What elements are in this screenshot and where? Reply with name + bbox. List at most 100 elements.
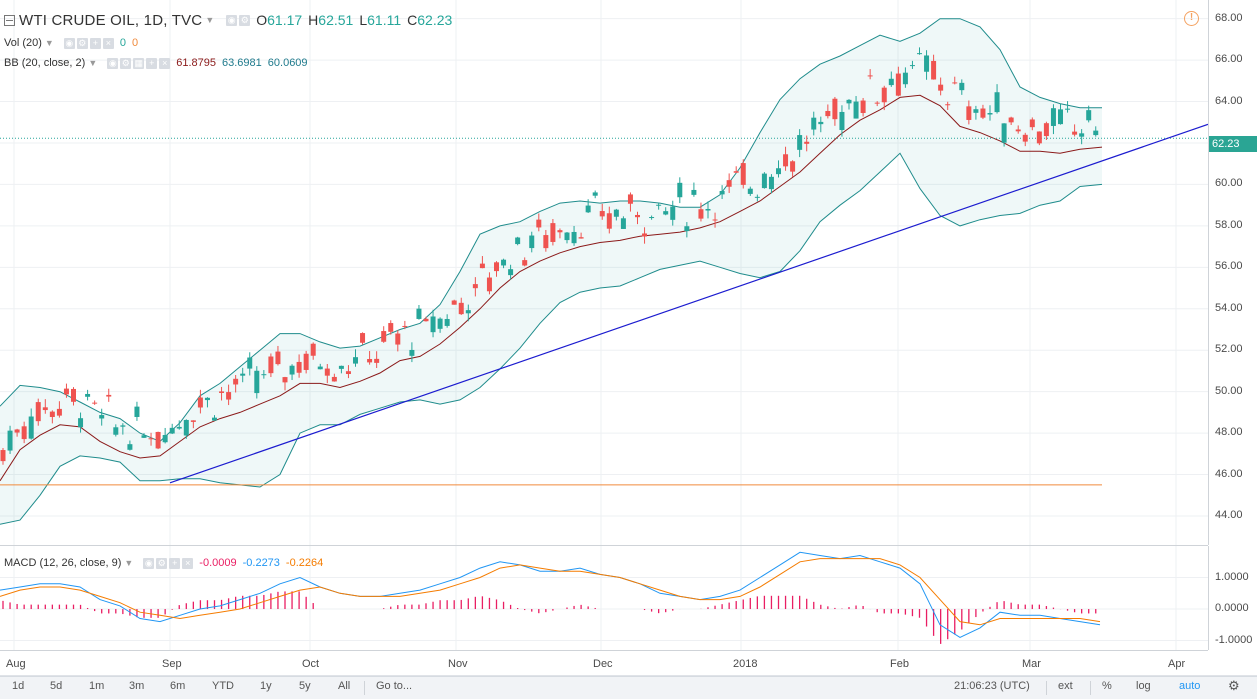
- timeframe-1d[interactable]: 1d: [12, 680, 25, 692]
- macd-chart-svg[interactable]: [0, 546, 1208, 650]
- candle-body: [564, 232, 570, 241]
- candle-body: [78, 418, 84, 428]
- divider: [1046, 681, 1047, 695]
- macd-axis[interactable]: 1.0000 0.0000 -1.0000: [1208, 546, 1257, 650]
- chevron-down-icon[interactable]: ▼: [44, 38, 54, 48]
- source-icon[interactable]: ▦: [133, 57, 145, 69]
- macd-signal-value: -0.2264: [285, 557, 324, 569]
- candle-body: [331, 376, 337, 382]
- collapse-legend-icon[interactable]: [4, 14, 15, 26]
- gear-icon[interactable]: ⚙: [1228, 678, 1240, 693]
- price-chart-svg[interactable]: [0, 0, 1208, 545]
- candle-body: [437, 318, 443, 329]
- price-chart-pane[interactable]: WTI CRUDE OIL, 1D, TVC ▼ ◉ ⚙ O 61.17 H 62.…: [0, 0, 1208, 546]
- candle-body: [571, 231, 577, 244]
- low-value: 61.11: [367, 12, 402, 28]
- bollinger-band-fill: [0, 18, 1102, 525]
- candle-body: [402, 325, 408, 327]
- candle-body: [515, 237, 521, 245]
- candle-body: [832, 98, 838, 120]
- candle-body: [754, 196, 760, 198]
- candle-body: [790, 161, 796, 172]
- candle-body: [409, 349, 415, 356]
- close-icon[interactable]: ×: [102, 37, 114, 49]
- candle-body: [656, 204, 662, 206]
- candle-body: [606, 213, 612, 229]
- settings-icon[interactable]: ⚙: [156, 557, 168, 569]
- volume-indicator-name[interactable]: Vol (20): [4, 37, 42, 49]
- candle-body: [529, 235, 535, 249]
- last-price-tag: 62.23: [1209, 136, 1257, 152]
- price-axis[interactable]: 68.0066.0064.0062.0060.0058.0056.0054.00…: [1208, 0, 1257, 545]
- timeframe-all[interactable]: All: [338, 680, 351, 692]
- ascending-trendline[interactable]: [169, 123, 1208, 484]
- settings-icon[interactable]: ⚙: [239, 14, 251, 26]
- candle-body: [381, 331, 387, 342]
- candle-body: [113, 427, 119, 435]
- candle-body: [522, 260, 528, 266]
- candle-body: [204, 397, 210, 401]
- candle-body: [169, 427, 175, 434]
- settings-icon[interactable]: ⚙: [76, 37, 88, 49]
- settings-icon[interactable]: ⚙: [120, 57, 132, 69]
- add-icon[interactable]: +: [89, 37, 101, 49]
- close-icon[interactable]: ×: [159, 57, 171, 69]
- candle-body: [494, 262, 499, 272]
- candle-body: [825, 110, 831, 117]
- timeframe-6m[interactable]: 6m: [170, 680, 186, 692]
- timeframe-5y[interactable]: 5y: [299, 680, 311, 692]
- log-toggle[interactable]: log: [1136, 680, 1151, 692]
- candle-body: [1015, 129, 1021, 132]
- candle-body: [479, 263, 485, 269]
- bollinger-indicator-name[interactable]: BB (20, close, 2): [4, 57, 86, 69]
- auto-toggle[interactable]: auto: [1179, 680, 1201, 692]
- candle-body: [860, 100, 866, 113]
- candle-body: [599, 211, 605, 217]
- symbol-title[interactable]: WTI CRUDE OIL, 1D, TVC: [19, 11, 203, 29]
- price-axis-label: 44.00: [1215, 508, 1243, 521]
- eye-icon[interactable]: ◉: [63, 37, 75, 49]
- bollinger-upper-band: [0, 18, 1102, 442]
- ext-toggle[interactable]: ext: [1058, 680, 1073, 692]
- candle-body: [839, 111, 845, 131]
- eye-icon[interactable]: ◉: [143, 557, 155, 569]
- timeframe-ytd[interactable]: YTD: [212, 680, 234, 692]
- candle-body: [874, 102, 880, 104]
- candle-body: [846, 99, 852, 104]
- timeframe-3m[interactable]: 3m: [129, 680, 145, 692]
- price-axis-label: 66.00: [1215, 53, 1243, 66]
- candle-body: [458, 302, 464, 315]
- close-icon[interactable]: ×: [182, 557, 194, 569]
- timeframe-1m[interactable]: 1m: [89, 680, 105, 692]
- candle-body: [85, 393, 91, 397]
- goto-button[interactable]: Go to...: [376, 680, 413, 692]
- time-axis-label: Dec: [593, 658, 613, 670]
- percent-toggle[interactable]: %: [1102, 680, 1112, 692]
- candle-body: [508, 269, 514, 276]
- timeframe-1y[interactable]: 1y: [260, 680, 272, 692]
- candle-body: [888, 78, 894, 86]
- bollinger-basis-line: [0, 94, 1103, 482]
- candle-body: [1043, 123, 1049, 137]
- price-axis-label: 58.00: [1215, 218, 1243, 231]
- open-value: 61.17: [267, 12, 303, 28]
- symbol-legend: WTI CRUDE OIL, 1D, TVC ▼ ◉ ⚙ O 61.17 H 62.…: [4, 11, 452, 29]
- macd-axis-label: 0.0000: [1215, 602, 1249, 615]
- macd-indicator-name[interactable]: MACD (12, 26, close, 9): [4, 557, 122, 569]
- timeframe-5d[interactable]: 5d: [50, 680, 63, 692]
- eye-icon[interactable]: ◉: [226, 14, 238, 26]
- candle-body: [395, 333, 401, 345]
- chevron-down-icon[interactable]: ▼: [205, 15, 215, 25]
- macd-pane[interactable]: MACD (12, 26, close, 9) ▼ ◉ ⚙ + × -0.000…: [0, 546, 1208, 651]
- candle-body: [1029, 119, 1035, 128]
- chevron-down-icon[interactable]: ▼: [88, 58, 98, 68]
- chevron-down-icon[interactable]: ▼: [124, 558, 134, 568]
- eye-icon[interactable]: ◉: [107, 57, 119, 69]
- candle-body: [310, 343, 316, 356]
- clock-label[interactable]: 21:06:23 (UTC): [954, 680, 1030, 692]
- alert-clock-icon[interactable]: !: [1184, 11, 1199, 26]
- time-axis[interactable]: Aug Sep Oct Nov Dec 2018 Feb Mar Apr: [0, 651, 1257, 676]
- candle-body: [1079, 133, 1085, 137]
- add-icon[interactable]: +: [146, 57, 158, 69]
- add-icon[interactable]: +: [169, 557, 181, 569]
